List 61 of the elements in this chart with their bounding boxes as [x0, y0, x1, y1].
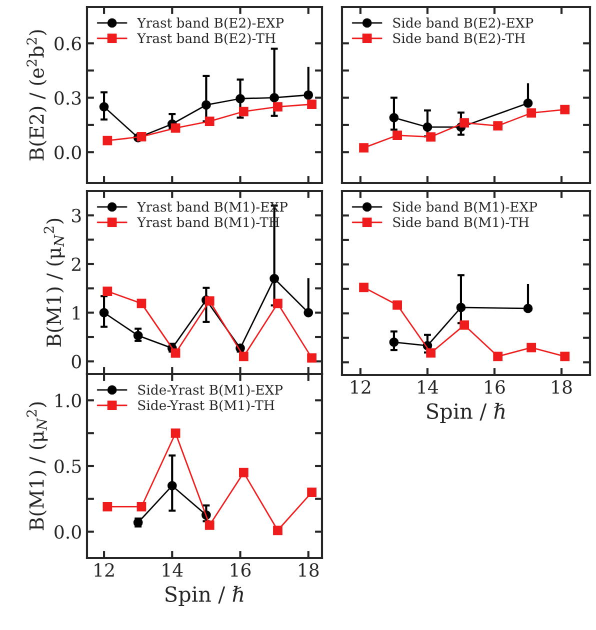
point	[238, 468, 248, 478]
point	[102, 136, 112, 146]
point	[359, 143, 368, 152]
point	[102, 502, 112, 512]
point	[359, 282, 368, 292]
point	[307, 488, 316, 497]
y-tick-label: 0.0	[54, 146, 81, 160]
point	[426, 348, 436, 358]
y-tick-label: 2	[72, 257, 80, 271]
legend-label: Side-Yrast B(M1)-TH	[138, 400, 274, 412]
point	[460, 118, 470, 128]
point	[526, 108, 536, 118]
y-tick-label: 0.5	[54, 459, 81, 474]
point	[392, 130, 402, 140]
point	[560, 352, 570, 362]
y-tick-label: 1.0	[56, 394, 81, 408]
x-tick-label: 12	[351, 380, 370, 394]
point	[392, 300, 402, 310]
point	[170, 348, 180, 358]
x-axis-title: Spin / ℏ	[427, 402, 505, 424]
legend-label: Side band B(M1)-TH	[393, 216, 529, 230]
x-axis-title: Spin / ℏ	[166, 586, 244, 606]
x-tick-label: 14	[162, 563, 183, 577]
point	[493, 352, 503, 362]
point	[136, 132, 146, 142]
y-tick-label: 0	[72, 354, 81, 368]
point	[238, 352, 248, 362]
y-tick-label: 0.3	[54, 91, 81, 105]
point	[238, 106, 248, 116]
point	[273, 298, 282, 308]
legend-label: Yrast band B(E2)-TH	[136, 32, 276, 46]
point	[307, 100, 316, 109]
x-tick-label: 16	[485, 380, 505, 394]
x-tick-label: 14	[418, 380, 438, 394]
point	[136, 298, 146, 308]
point	[426, 132, 436, 142]
legend-label: Side-Yrast B(M1)-EXP	[138, 384, 283, 397]
x-tick-label: 18	[552, 380, 572, 394]
x-tick-label: 18	[299, 563, 319, 577]
y-axis-title: B(M1) / (μ$_{N}$$^{2}$)	[44, 218, 65, 347]
y-tick-label: 0.6	[54, 36, 82, 50]
point	[273, 102, 282, 112]
point	[307, 353, 316, 363]
point	[560, 104, 570, 114]
legend-label: Yrast band B(E2)-EXP	[136, 18, 284, 30]
point	[136, 502, 146, 512]
point	[170, 428, 180, 438]
x-tick-label: 16	[230, 563, 251, 577]
point	[204, 296, 214, 306]
point	[493, 121, 503, 131]
point	[273, 526, 282, 536]
x-tick-label: 12	[94, 563, 114, 577]
legend-label: Side band B(E2)-EXP	[393, 18, 534, 30]
y-tick-label: 0.0	[54, 525, 81, 539]
y-tick-label: 3	[72, 208, 81, 222]
y-tick-label: 1	[72, 306, 80, 320]
legend-label: Side band B(M1)-EXP	[393, 202, 538, 214]
legend-label: Side band B(E2)-TH	[393, 32, 525, 46]
y-axis-title: B(E2) / (e$^{2}$b$^{2}$)	[26, 30, 47, 160]
point	[526, 342, 536, 352]
y-axis-title: B(M1) / (μ$_{N}$$^{2}$)	[26, 402, 48, 530]
